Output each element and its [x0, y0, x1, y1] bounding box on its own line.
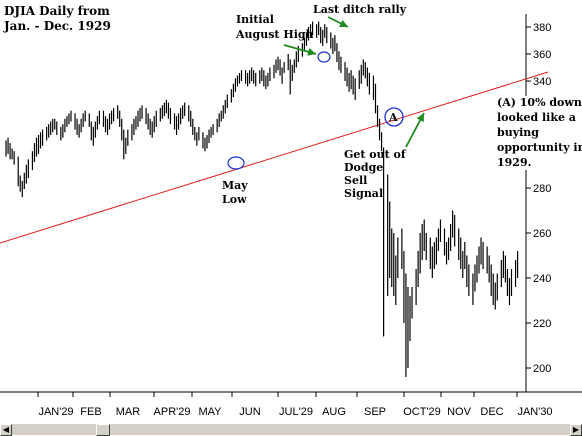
chart-title-line-1: DJIA Daily from	[4, 4, 110, 18]
annotation-note-2: looked like a	[497, 111, 576, 124]
scroll-right-button[interactable]: ▶	[570, 424, 582, 436]
annotation-last-ditch-rally: Last ditch rally	[313, 3, 407, 16]
x-tick-label-7: AUG	[322, 406, 346, 418]
chart-title-line-2: Jan. - Dec. 1929	[3, 19, 111, 33]
annotation-circle-a-label: A	[388, 111, 398, 124]
annotation-low: Low	[222, 193, 247, 206]
scroll-thumb[interactable]	[96, 424, 110, 436]
y-tick-label-340: 340	[533, 76, 551, 88]
trendline-layer	[0, 71, 549, 244]
annotation-initial: Initial	[236, 13, 274, 26]
x-tick-label-4: MAY	[198, 406, 222, 418]
x-tick-label-3: APR'29	[154, 406, 191, 418]
y-tick-label-240: 240	[533, 273, 551, 285]
support-trendline	[0, 71, 549, 244]
horizontal-scrollbar[interactable]: ◀ ▶	[0, 423, 582, 436]
arrow-sell-signal-head	[416, 113, 424, 122]
x-tick-label-12: JAN'30	[517, 406, 552, 418]
annotation-sell-2: Dodge	[344, 161, 383, 174]
x-tick-label-11: DEC	[480, 406, 503, 418]
may-low-circle	[227, 156, 245, 170]
arrow-last-ditch-head	[339, 19, 348, 27]
annotation-sell-3: Sell	[344, 174, 367, 187]
x-tick-label-0: JAN'29	[38, 406, 73, 418]
x-tick-label-6: JUL'29	[279, 406, 313, 418]
annotation-note-4: opportunity in	[497, 141, 582, 154]
y-tick-label-380: 380	[533, 22, 551, 34]
y-tick-label-220: 220	[533, 318, 551, 330]
august-high-circle	[317, 51, 331, 63]
annotation-note-3: buying	[497, 126, 539, 139]
axis-ticks: 340 360 380 200 220 240 260 280 JAN'29 FEB MAR APR'…	[37, 22, 553, 418]
annotation-sell-1: Get out of	[344, 148, 407, 161]
y-tick-label-280: 280	[533, 183, 551, 195]
circle-a	[384, 107, 404, 127]
annotation-august-high: August High	[235, 28, 314, 41]
annotation-may: May	[222, 179, 248, 192]
x-tick-label-1: FEB	[80, 406, 101, 418]
arrow-august-high-head	[307, 47, 316, 56]
x-tick-label-5: JUN	[239, 406, 260, 418]
annotation-note-1: (A) 10% down	[497, 96, 582, 109]
y-tick-label-260: 260	[533, 228, 551, 240]
y-tick-label-360: 360	[533, 49, 551, 61]
annotation-note-5: 1929.	[497, 156, 531, 169]
x-tick-label-9: OCT'29	[403, 406, 441, 418]
x-tick-label-10: NOV	[447, 406, 472, 418]
annotation-marks	[227, 16, 425, 170]
y-tick-label-200: 200	[533, 363, 551, 375]
x-tick-label-2: MAR	[116, 406, 141, 418]
scroll-left-button[interactable]: ◀	[0, 424, 12, 436]
annotation-sell-4: Signal	[344, 187, 383, 200]
price-bars	[5, 21, 519, 377]
x-tick-label-8: SEP	[364, 406, 386, 418]
